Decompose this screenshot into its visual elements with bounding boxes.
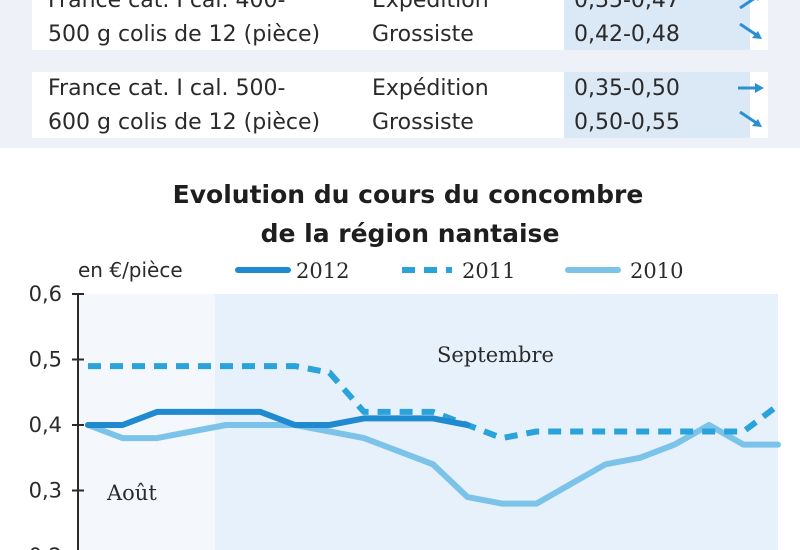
right-arrow-icon [738, 83, 764, 93]
price-cell: 0,35-0,50 0,50-0,55 [564, 72, 750, 138]
series-line-2012 [85, 408, 471, 428]
product-cell: France cat. I cal. 400- 500 g colis de 1… [48, 0, 348, 50]
series-line-2011 [88, 363, 780, 442]
product-label: France cat. I cal. 500- [48, 76, 286, 101]
chart-title: Evolution du cours du concombre [173, 180, 644, 209]
down-right-arrow-icon [739, 110, 762, 127]
table-row: France cat. I cal. 400- 500 g colis de 1… [32, 0, 768, 50]
y-axis-unit: en €/pièce [78, 258, 183, 282]
legend-label-2012: 2012 [296, 259, 349, 283]
trend-cell [732, 72, 768, 138]
product-label: France cat. I cal. 400- [48, 0, 286, 13]
y-tick-label: 0,2 [29, 544, 62, 550]
product-label: 500 g colis de 12 (pièce) [48, 22, 321, 47]
chart-title: de la région nantaise [261, 219, 560, 248]
price-cell: 0,35-0,47 0,42-0,48 [564, 0, 750, 50]
stage-label: Expédition [372, 0, 489, 13]
stage-label: Grossiste [372, 110, 474, 135]
stage-label: Expédition [372, 76, 489, 101]
series-line-2010 [85, 422, 781, 507]
product-cell: France cat. I cal. 500- 600 g colis de 1… [48, 72, 348, 138]
chart-panel: Evolution du cours du concombre de la ré… [0, 148, 800, 550]
up-right-arrow-icon [739, 0, 759, 10]
legend-label-2010: 2010 [630, 259, 683, 283]
stage-cell: Expédition Grossiste [372, 0, 572, 50]
y-tick-label: 0,4 [29, 413, 62, 437]
y-tick-label: 0,6 [29, 282, 62, 306]
product-label: 600 g colis de 12 (pièce) [48, 110, 321, 135]
price-value: 0,35-0,50 [574, 76, 680, 101]
series-layer [85, 363, 781, 507]
price-value: 0,35-0,47 [574, 0, 680, 13]
price-table: France cat. I cal. 400- 500 g colis de 1… [0, 0, 800, 148]
stage-label: Grossiste [372, 22, 474, 47]
y-tick-label: 0,5 [29, 348, 62, 372]
trend-cell [732, 0, 768, 50]
period-label-august: Août [106, 481, 157, 505]
legend: 2012 2011 2010 [235, 259, 683, 283]
price-value: 0,50-0,55 [574, 110, 680, 135]
legend-label-2011: 2011 [462, 259, 515, 283]
y-ticks: 0,6 0,5 0,4 0,3 0,2 [29, 282, 84, 550]
table-row: France cat. I cal. 500- 600 g colis de 1… [32, 72, 768, 138]
price-value: 0,42-0,48 [574, 22, 680, 47]
stage-cell: Expédition Grossiste [372, 72, 572, 138]
down-right-arrow-icon [739, 22, 762, 39]
period-label-september: Septembre [437, 343, 554, 367]
y-tick-label: 0,3 [29, 479, 62, 503]
chart: Evolution du cours du concombre de la ré… [29, 180, 781, 550]
